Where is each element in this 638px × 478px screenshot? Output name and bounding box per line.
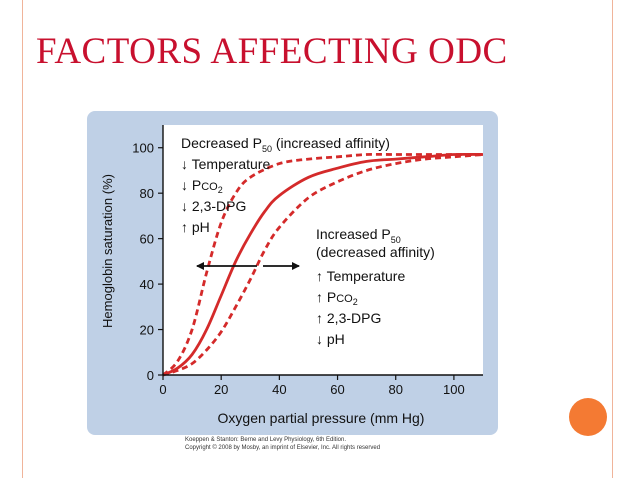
left-annotation: Decreased P50 (increased affinity) ↓ Tem… [181, 135, 390, 235]
left-annotation-heading: Decreased P50 (increased affinity) [181, 135, 390, 154]
left-item-dpg: ↓ 2,3-DPG [181, 198, 246, 214]
figure-credit: Koeppen & Stanton: Berne and Levy Physio… [185, 436, 380, 452]
curves-group [162, 152, 484, 377]
x-tick-label-100: 100 [443, 382, 465, 397]
right-item-temperature: ↑ Temperature [316, 268, 405, 284]
y-tick-label-20: 20 [140, 323, 154, 338]
curve-series-1 [162, 152, 483, 377]
y-tick-label-0: 0 [147, 368, 154, 383]
x-axis-label: Oxygen partial pressure (mm Hg) [218, 410, 425, 426]
y-tick-label-100: 100 [132, 141, 154, 156]
orange-dot-decoration [569, 398, 607, 436]
credit-line-1: Koeppen & Stanton: Berne and Levy Physio… [185, 437, 346, 443]
left-item-temperature: ↓ Temperature [181, 156, 270, 172]
x-tick-label-40: 40 [272, 382, 286, 397]
x-tick-label-0: 0 [159, 382, 166, 397]
y-tick-label-80: 80 [140, 186, 154, 201]
chart-panel: 0 20 40 60 80 100 0 20 40 60 80 100 Oxygen partial … [87, 111, 498, 435]
x-tick-label-20: 20 [214, 382, 228, 397]
left-item-pco2: ↓ PCO2 [181, 177, 223, 195]
right-border-line [612, 0, 613, 478]
right-item-pco2: ↑ PCO2 [316, 289, 358, 307]
slide-title: FACTORS AFFECTING ODC [36, 31, 508, 72]
right-annotation: Increased P50 (decreased affinity) ↑ Tem… [316, 226, 435, 347]
oxygen-dissociation-chart: 0 20 40 60 80 100 0 20 40 60 80 100 Oxygen partial … [100, 125, 484, 426]
x-tick-label-60: 60 [330, 382, 344, 397]
plot-area [163, 125, 483, 375]
y-tick-label-40: 40 [140, 277, 154, 292]
x-tick-label-80: 80 [388, 382, 402, 397]
right-item-ph: ↓ pH [316, 331, 345, 347]
y-tick-label-60: 60 [140, 232, 154, 247]
right-annotation-heading: Increased P50 [316, 226, 401, 245]
left-item-ph: ↑ pH [181, 219, 210, 235]
axes-group: 0 20 40 60 80 100 0 20 40 60 80 100 [132, 125, 483, 397]
y-axis-label: Hemoglobin saturation (%) [100, 174, 115, 328]
right-item-dpg: ↑ 2,3-DPG [316, 310, 381, 326]
curve-series-3 [162, 153, 484, 377]
right-annotation-subheading: (decreased affinity) [316, 244, 435, 260]
credit-line-2: Copyright © 2008 by Mosby, an imprint of… [185, 445, 381, 451]
left-border-line [22, 0, 23, 478]
curve-series-2 [162, 152, 484, 377]
